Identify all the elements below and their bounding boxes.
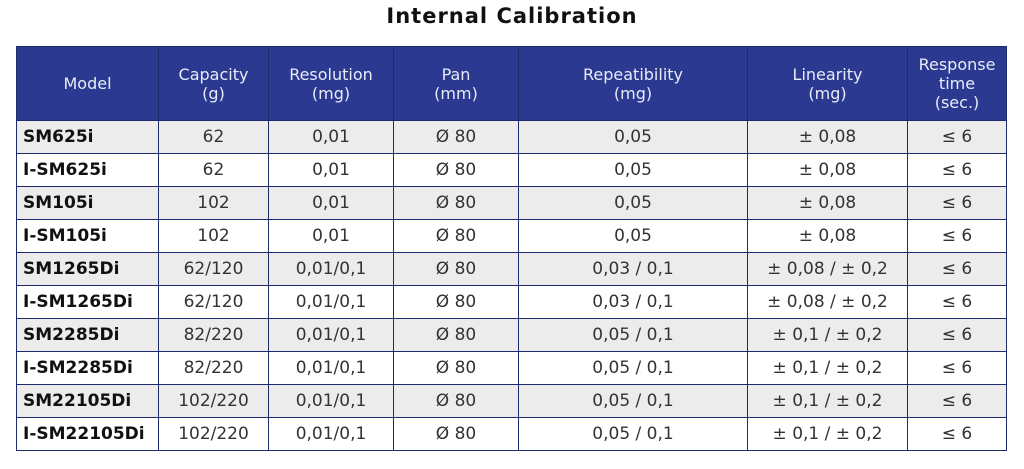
header-row: Model Capacity (g) Resolution (mg) Pan (mm)… — [16, 46, 1007, 121]
table-cell: 0,05 / 0,1 — [518, 318, 748, 352]
table-row: SM2285Di 82/220 0,01/0,1 Ø 80 0,05 / 0,1 ± 0,… — [16, 318, 1007, 352]
table-cell: ≤ 6 — [907, 120, 1007, 154]
table-cell: ± 0,1 / ± 0,2 — [747, 417, 908, 451]
table-cell: ± 0,08 — [747, 186, 908, 220]
title: Internal Calibration — [386, 4, 638, 28]
table-cell: 0,01/0,1 — [268, 285, 394, 319]
table-cell: 0,05 — [518, 219, 748, 253]
table-cell: 62/120 — [158, 252, 269, 286]
table-cell: 0,01/0,1 — [268, 417, 394, 451]
table-row: SM625i 62 0,01 Ø 80 0,05 ± 0,08 ≤ 6 — [16, 120, 1007, 154]
table-cell: 102 — [158, 219, 269, 253]
table-cell: ± 0,1 / ± 0,2 — [747, 318, 908, 352]
table-cell: 0,01/0,1 — [268, 384, 394, 418]
table-row: SM105i 102 0,01 Ø 80 0,05 ± 0,08 ≤ 6 — [16, 186, 1007, 220]
table-cell: Ø 80 — [393, 186, 519, 220]
spec-table: Model Capacity (g) Resolution (mg) Pan (mm)… — [16, 46, 1007, 451]
table-cell: ± 0,08 — [747, 219, 908, 253]
table-cell: 62/120 — [158, 285, 269, 319]
table-cell: Ø 80 — [393, 120, 519, 154]
table-cell: 0,05 — [518, 153, 748, 187]
table-cell: 0,01/0,1 — [268, 318, 394, 352]
model-cell: SM105i — [16, 186, 159, 220]
header-cell: Capacity (g) — [158, 46, 269, 121]
model-cell: I-SM2285Di — [16, 351, 159, 385]
table-cell: Ø 80 — [393, 417, 519, 451]
table-cell: 0,03 / 0,1 — [518, 252, 748, 286]
model-cell: SM625i — [16, 120, 159, 154]
table-row: I-SM625i 62 0,01 Ø 80 0,05 ± 0,08 ≤ 6 — [16, 153, 1007, 187]
table-cell: 0,05 — [518, 120, 748, 154]
table-cell: 62 — [158, 153, 269, 187]
table-cell: 0,01 — [268, 219, 394, 253]
table-cell: ≤ 6 — [907, 252, 1007, 286]
table-cell: Ø 80 — [393, 318, 519, 352]
table-cell: 82/220 — [158, 351, 269, 385]
table-cell: ≤ 6 — [907, 384, 1007, 418]
table-cell: 0,01 — [268, 186, 394, 220]
table-cell: ≤ 6 — [907, 153, 1007, 187]
table-cell: ≤ 6 — [907, 417, 1007, 451]
table-cell: ± 0,08 — [747, 153, 908, 187]
table-cell: 0,05 / 0,1 — [518, 351, 748, 385]
table-cell: 102 — [158, 186, 269, 220]
table-cell: Ø 80 — [393, 351, 519, 385]
table-cell: ± 0,08 / ± 0,2 — [747, 285, 908, 319]
model-cell: SM22105Di — [16, 384, 159, 418]
table-cell: 102/220 — [158, 417, 269, 451]
model-cell: I-SM1265Di — [16, 285, 159, 319]
table-cell: ± 0,1 / ± 0,2 — [747, 384, 908, 418]
table-row: I-SM1265Di 62/120 0,01/0,1 Ø 80 0,03 / 0,1 ± … — [16, 285, 1007, 319]
table-cell: 0,01/0,1 — [268, 252, 394, 286]
table-row: I-SM2285Di 82/220 0,01/0,1 Ø 80 0,05 / 0,1 ± … — [16, 351, 1007, 385]
table-cell: ± 0,1 / ± 0,2 — [747, 351, 908, 385]
table-cell: 102/220 — [158, 384, 269, 418]
model-cell: I-SM105i — [16, 219, 159, 253]
table-cell: ≤ 6 — [907, 318, 1007, 352]
table-row: I-SM105i 102 0,01 Ø 80 0,05 ± 0,08 ≤ 6 — [16, 219, 1007, 253]
table-cell: ± 0,08 — [747, 120, 908, 154]
table-cell: 0,05 — [518, 186, 748, 220]
table-cell: Ø 80 — [393, 285, 519, 319]
table-cell: Ø 80 — [393, 219, 519, 253]
table-cell: 0,01/0,1 — [268, 351, 394, 385]
table-row: I-SM22105Di 102/220 0,01/0,1 Ø 80 0,05 / 0,1… — [16, 417, 1007, 451]
table-row: SM22105Di 102/220 0,01/0,1 Ø 80 0,05 / 0,1 ± … — [16, 384, 1007, 418]
header-cell: Response time (sec.) — [907, 46, 1007, 121]
table-cell: 0,05 / 0,1 — [518, 417, 748, 451]
header-cell: Pan (mm) — [393, 46, 519, 121]
model-cell: I-SM625i — [16, 153, 159, 187]
table-cell: Ø 80 — [393, 252, 519, 286]
table-cell: ≤ 6 — [907, 351, 1007, 385]
model-cell: SM1265Di — [16, 252, 159, 286]
table-cell: ± 0,08 / ± 0,2 — [747, 252, 908, 286]
header-cell: Repeatibility (mg) — [518, 46, 748, 121]
table-cell: 62 — [158, 120, 269, 154]
table-cell: Ø 80 — [393, 153, 519, 187]
header-cell: Resolution (mg) — [268, 46, 394, 121]
table-row: SM1265Di 62/120 0,01/0,1 Ø 80 0,03 / 0,1 ± 0,… — [16, 252, 1007, 286]
table-cell: ≤ 6 — [907, 186, 1007, 220]
table-cell: 0,03 / 0,1 — [518, 285, 748, 319]
model-cell: SM2285Di — [16, 318, 159, 352]
table-cell: ≤ 6 — [907, 219, 1007, 253]
table-cell: 0,05 / 0,1 — [518, 384, 748, 418]
table-cell: 82/220 — [158, 318, 269, 352]
model-cell: I-SM22105Di — [16, 417, 159, 451]
table-body: SM625i 62 0,01 Ø 80 0,05 ± 0,08 ≤ 6 I-SM625i 62 0… — [16, 120, 1007, 451]
header-cell: Linearity (mg) — [747, 46, 908, 121]
table-cell: 0,01 — [268, 153, 394, 187]
table-cell: 0,01 — [268, 120, 394, 154]
header-cell: Model — [16, 46, 159, 121]
table-cell: Ø 80 — [393, 384, 519, 418]
table-cell: ≤ 6 — [907, 285, 1007, 319]
